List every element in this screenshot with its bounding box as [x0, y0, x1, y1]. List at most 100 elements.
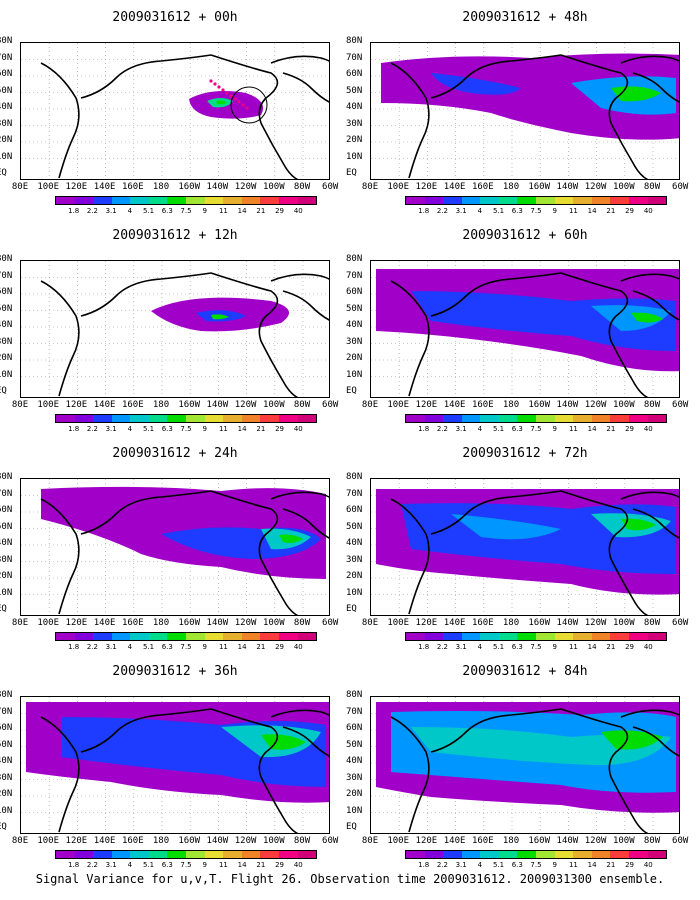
colorbar-swatch	[424, 633, 444, 640]
colorbar-swatch	[498, 851, 518, 858]
longitude-label: 80E	[361, 618, 379, 628]
latitude-label: EQ	[0, 168, 7, 178]
colorbar-tick-label: 1.8	[68, 643, 80, 651]
latitude-label: 20N	[0, 135, 13, 145]
colorbar-swatch	[56, 851, 75, 858]
colorbar-tick-label: 2.2	[436, 861, 448, 869]
coastline	[210, 54, 299, 179]
coastline	[80, 54, 212, 99]
colorbar-swatch	[260, 197, 279, 204]
coastline	[80, 490, 212, 535]
forecast-panel: 2009031612 + 36h 80N 70N 60N 50N 40N 30N 20N 10N…	[0, 654, 350, 876]
colorbar-tick-label: 21	[606, 425, 616, 433]
colorbar-swatch	[130, 851, 149, 858]
colorbar-tick-label: 6.3	[161, 643, 173, 651]
longitude-label: 180	[152, 618, 170, 628]
colorbar-tick-label: 2.2	[86, 425, 98, 433]
colorbar-tick-label: 3.1	[105, 425, 117, 433]
colorbar-tick-label: 11	[568, 643, 578, 651]
panel-title: 2009031612 + 48h	[462, 10, 588, 25]
coastline	[210, 272, 299, 397]
coastline	[632, 508, 679, 539]
longitude-label: 160E	[121, 182, 144, 192]
colorbar-swatch	[498, 633, 518, 640]
variance-contour	[381, 53, 679, 140]
latitude-label: 10N	[0, 151, 13, 162]
colorbar	[55, 632, 317, 641]
longitude-label: 160W	[178, 182, 201, 192]
colorbar-tick-label: 5.1	[492, 861, 505, 869]
longitude-label: 80E	[361, 182, 379, 192]
longitude-label: 180	[502, 182, 520, 192]
colorbar-swatch	[111, 415, 131, 422]
longitude-label: 100W	[262, 182, 285, 192]
coastline	[40, 62, 80, 179]
colorbar-swatch	[406, 633, 425, 640]
observation-region	[230, 86, 268, 124]
colorbar-tick-label: 29	[625, 207, 635, 215]
panel-title: 2009031612 + 36h	[112, 664, 238, 679]
longitude-label: 140E	[443, 400, 466, 410]
longitude-label: 120E	[65, 836, 88, 846]
longitude-label: 100W	[612, 182, 635, 192]
coastline	[430, 54, 562, 99]
colorbar-swatch	[186, 851, 205, 858]
panel-title: 2009031612 + 00h	[112, 10, 238, 25]
colorbar-swatch	[56, 415, 75, 422]
colorbar-swatch	[167, 197, 187, 204]
latitude-label: 10N	[0, 587, 13, 598]
forecast-panel: 2009031612 + 72h 80N 70N 60N 50N 40N 30N 20N 10N…	[346, 436, 700, 658]
map-plot	[20, 478, 330, 616]
longitude-label: 160W	[178, 400, 201, 410]
longitude-label: 100W	[612, 618, 635, 628]
colorbar-swatch	[130, 633, 149, 640]
longitude-label: 80W	[643, 836, 661, 846]
longitude-label: 120E	[415, 618, 438, 628]
longitude-label: 120E	[415, 182, 438, 192]
colorbar-swatch	[297, 633, 317, 640]
colorbar-swatch	[260, 415, 279, 422]
colorbar-swatch	[628, 197, 648, 204]
variance-contour	[216, 100, 227, 105]
colorbar-swatch	[536, 633, 555, 640]
latitude-label: EQ	[346, 822, 357, 832]
colorbar-swatch	[461, 851, 481, 858]
colorbar-tick-label: 29	[275, 207, 285, 215]
longitude-label: 160E	[121, 400, 144, 410]
longitude-label: 100E	[387, 400, 410, 410]
latitude-label: 70N	[346, 270, 363, 281]
colorbar-tick-label: 9	[552, 425, 557, 433]
colorbar-tick-label: 6.3	[161, 207, 173, 215]
colorbar-swatch	[74, 415, 94, 422]
colorbar-tick-label: 6.3	[511, 425, 523, 433]
coastline	[40, 498, 80, 615]
colorbar-swatch	[517, 197, 537, 204]
colorbar-swatch	[148, 197, 168, 204]
latitude-label: 30N	[0, 772, 13, 783]
longitude-label: 80E	[361, 836, 379, 846]
latitude-label: 70N	[0, 706, 13, 717]
forecast-panel: 2009031612 + 84h 80N 70N 60N 50N 40N 30N 20N 10N…	[346, 654, 700, 876]
colorbar-swatch	[591, 851, 611, 858]
longitude-label: 80E	[11, 400, 29, 410]
latitude-label: 40N	[346, 320, 363, 330]
latitude-label: 80N	[0, 36, 13, 46]
longitude-label: 120E	[65, 618, 88, 628]
colorbar-swatch	[204, 197, 224, 204]
colorbar-tick-label: 9	[202, 643, 207, 651]
colorbar-swatch	[610, 851, 629, 858]
longitude-label: 140W	[556, 400, 579, 410]
flight-track-point	[213, 82, 217, 86]
longitude-label: 140W	[206, 400, 229, 410]
latitude-label: 80N	[0, 690, 13, 700]
colorbar-tick-label: 29	[625, 643, 635, 651]
latitude-label: 20N	[346, 135, 363, 145]
coastline	[430, 272, 562, 317]
latitude-label: 10N	[0, 805, 13, 816]
colorbar-tick-label: 3.1	[455, 643, 467, 651]
colorbar-tick-label: 1.8	[418, 643, 430, 651]
latitude-label: 40N	[346, 756, 363, 766]
longitude-label: 160E	[471, 182, 494, 192]
colorbar-swatch	[186, 197, 205, 204]
colorbar-swatch	[554, 197, 574, 204]
